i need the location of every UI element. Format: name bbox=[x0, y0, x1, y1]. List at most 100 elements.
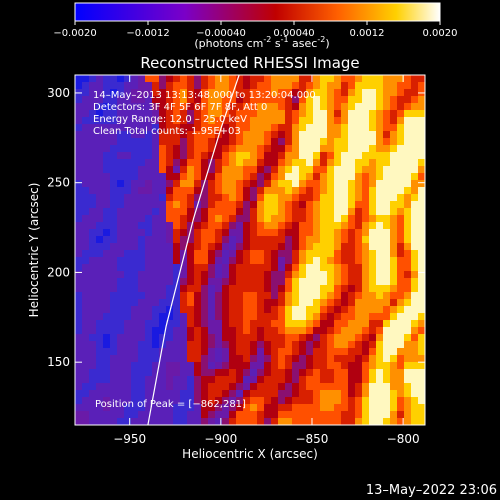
heatmap-cell bbox=[271, 376, 279, 384]
heatmap-cell bbox=[250, 390, 258, 398]
heatmap-cell bbox=[383, 369, 391, 377]
heatmap-cell bbox=[222, 306, 230, 314]
heatmap-cell bbox=[285, 236, 293, 244]
heatmap-cell bbox=[320, 257, 328, 265]
heatmap-cell bbox=[362, 313, 370, 321]
heatmap-cell bbox=[145, 194, 153, 202]
heatmap-cell bbox=[348, 208, 356, 216]
heatmap-cell bbox=[166, 376, 174, 384]
heatmap-cell bbox=[418, 82, 425, 90]
heatmap-cell bbox=[411, 383, 419, 391]
heatmap-cell bbox=[194, 131, 202, 139]
heatmap-cell bbox=[327, 180, 335, 188]
heatmap-cell bbox=[355, 376, 363, 384]
heatmap-cell bbox=[362, 271, 370, 279]
heatmap-cell bbox=[173, 369, 181, 377]
heatmap-cell bbox=[138, 138, 146, 146]
heatmap-cell bbox=[313, 306, 321, 314]
heatmap-cell bbox=[250, 411, 258, 419]
heatmap-cell bbox=[229, 152, 237, 160]
heatmap-cell bbox=[376, 257, 384, 265]
heatmap-cell bbox=[306, 299, 314, 307]
heatmap-cell bbox=[124, 131, 132, 139]
heatmap-cell bbox=[145, 201, 153, 209]
heatmap-cell bbox=[355, 145, 363, 153]
heatmap-cell bbox=[243, 299, 251, 307]
heatmap-cell bbox=[229, 334, 237, 342]
heatmap-cell bbox=[159, 194, 167, 202]
heatmap-cell bbox=[201, 383, 209, 391]
heatmap-cell bbox=[173, 418, 181, 425]
heatmap-cell bbox=[208, 103, 216, 111]
heatmap-cell bbox=[152, 257, 160, 265]
heatmap-cell bbox=[75, 383, 83, 391]
heatmap-cell bbox=[376, 145, 384, 153]
heatmap-cell bbox=[348, 110, 356, 118]
heatmap-cell bbox=[264, 285, 272, 293]
heatmap-cell bbox=[341, 369, 349, 377]
heatmap-cell bbox=[250, 124, 258, 132]
heatmap-cell bbox=[166, 201, 174, 209]
heatmap-cell bbox=[159, 369, 167, 377]
heatmap-cell bbox=[383, 306, 391, 314]
heatmap-cell bbox=[243, 320, 251, 328]
heatmap-cell bbox=[355, 236, 363, 244]
heatmap-cell bbox=[362, 159, 370, 167]
heatmap-cell bbox=[334, 320, 342, 328]
heatmap-cell bbox=[341, 124, 349, 132]
heatmap-cell bbox=[306, 404, 314, 412]
heatmap-cell bbox=[306, 271, 314, 279]
heatmap-cell bbox=[124, 229, 132, 237]
heatmap-cell bbox=[306, 369, 314, 377]
heatmap-cell bbox=[411, 159, 419, 167]
heatmap-cell bbox=[285, 313, 293, 321]
heatmap-cell bbox=[96, 180, 104, 188]
heatmap-cell bbox=[257, 152, 265, 160]
heatmap-cell bbox=[327, 166, 335, 174]
heatmap-cell bbox=[166, 292, 174, 300]
heatmap-cell bbox=[404, 89, 412, 97]
heatmap-cell bbox=[117, 152, 125, 160]
heatmap-cell bbox=[250, 117, 258, 125]
heatmap-cell bbox=[236, 369, 244, 377]
heatmap-cell bbox=[285, 334, 293, 342]
heatmap-cell bbox=[250, 397, 258, 405]
heatmap-cell bbox=[103, 271, 111, 279]
heatmap-cell bbox=[355, 383, 363, 391]
heatmap-cell bbox=[250, 208, 258, 216]
heatmap-cell bbox=[187, 131, 195, 139]
heatmap-cell bbox=[103, 348, 111, 356]
heatmap-cell bbox=[404, 285, 412, 293]
heatmap-cell bbox=[138, 145, 146, 153]
heatmap-cell bbox=[278, 355, 286, 363]
heatmap-cell bbox=[404, 264, 412, 272]
heatmap-cell bbox=[418, 145, 425, 153]
heatmap-cell bbox=[299, 376, 307, 384]
heatmap-cell bbox=[418, 278, 425, 286]
heatmap-cell bbox=[334, 180, 342, 188]
heatmap-cell bbox=[327, 243, 335, 251]
heatmap-cell bbox=[271, 152, 279, 160]
heatmap-cell bbox=[313, 159, 321, 167]
heatmap-cell bbox=[397, 194, 405, 202]
heatmap-cell bbox=[404, 208, 412, 216]
heatmap-cell bbox=[327, 334, 335, 342]
heatmap-cell bbox=[222, 404, 230, 412]
heatmap-cell bbox=[299, 250, 307, 258]
heatmap-cell bbox=[306, 278, 314, 286]
heatmap-cell bbox=[187, 82, 195, 90]
heatmap-cell bbox=[103, 369, 111, 377]
heatmap-cell bbox=[285, 285, 293, 293]
heatmap-cell bbox=[229, 355, 237, 363]
heatmap-cell bbox=[110, 306, 118, 314]
heatmap-cell bbox=[138, 180, 146, 188]
heatmap-cell bbox=[82, 390, 90, 398]
heatmap-cell bbox=[320, 215, 328, 223]
heatmap-cell bbox=[180, 390, 188, 398]
heatmap-cell bbox=[278, 278, 286, 286]
heatmap-cell bbox=[250, 236, 258, 244]
heatmap-cell bbox=[187, 264, 195, 272]
heatmap-cell bbox=[138, 411, 146, 419]
heatmap-cell bbox=[320, 187, 328, 195]
heatmap-cell bbox=[124, 362, 132, 370]
